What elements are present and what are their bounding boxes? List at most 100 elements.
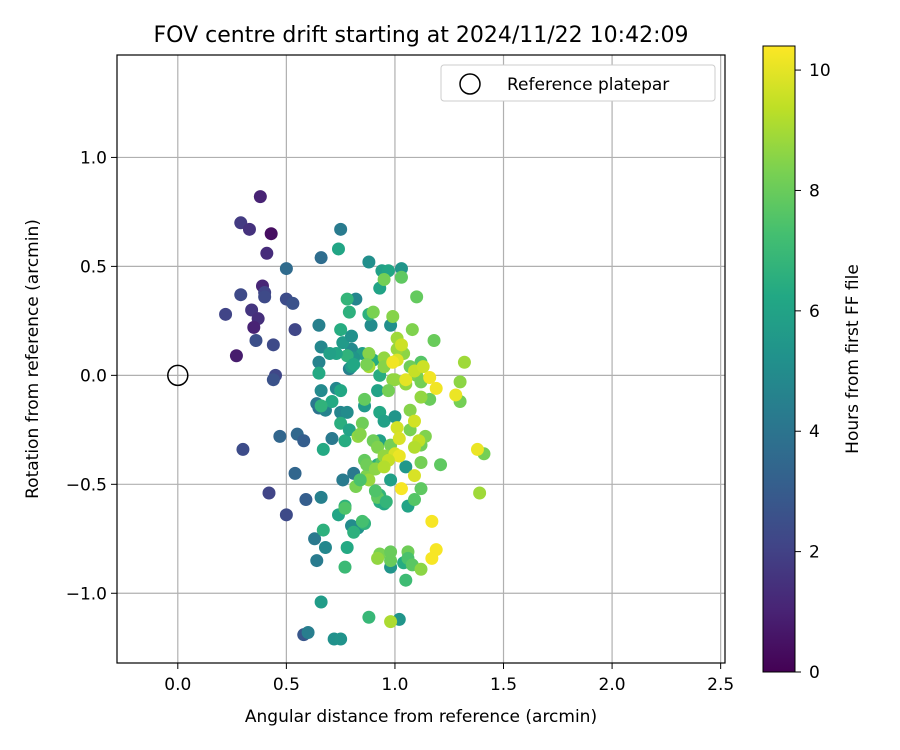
- data-point: [360, 357, 374, 371]
- data-point: [358, 392, 372, 406]
- data-point: [325, 394, 339, 408]
- x-tick-label: 1.0: [381, 675, 408, 695]
- data-point: [247, 320, 261, 334]
- y-axis-ticks: −1.0 −0.5 0.0 0.5 1.0: [66, 148, 117, 604]
- data-point: [219, 307, 233, 321]
- colorbar-tick-label: 4: [809, 422, 820, 442]
- data-point: [262, 486, 276, 500]
- data-point: [340, 541, 354, 555]
- data-point: [399, 460, 413, 474]
- data-point: [362, 255, 376, 269]
- data-point: [338, 501, 352, 515]
- data-point: [384, 473, 398, 487]
- data-point: [253, 190, 267, 204]
- data-point: [416, 360, 430, 374]
- y-tick-label: 1.0: [80, 148, 107, 168]
- data-point: [334, 632, 348, 646]
- data-point: [453, 375, 467, 389]
- data-point: [355, 514, 369, 528]
- data-point: [338, 560, 352, 574]
- legend-box: [440, 64, 716, 102]
- data-point: [429, 381, 443, 395]
- colorbar-ticks: 0 2 4 6 8 10: [795, 61, 831, 683]
- data-point: [414, 390, 428, 404]
- data-point: [392, 432, 406, 446]
- data-point: [371, 551, 385, 565]
- y-tick-label: 0.5: [80, 257, 107, 277]
- data-point: [345, 329, 359, 343]
- data-point: [340, 292, 354, 306]
- data-point: [249, 333, 263, 347]
- x-tick-label: 0.5: [273, 675, 300, 695]
- data-point: [264, 227, 278, 241]
- data-point: [457, 355, 471, 369]
- reference-layer: [167, 364, 189, 387]
- data-point: [371, 384, 385, 398]
- data-point: [377, 272, 391, 286]
- x-axis-ticks: 0.0 0.5 1.0 1.5 2.0 2.5: [164, 663, 734, 695]
- data-point: [297, 434, 311, 448]
- data-point: [314, 384, 328, 398]
- data-point: [323, 347, 337, 361]
- colorbar: [762, 45, 796, 673]
- data-point: [310, 554, 324, 568]
- x-tick-label: 1.5: [490, 675, 517, 695]
- data-point: [312, 355, 326, 369]
- data-point: [414, 456, 428, 470]
- data-point: [312, 366, 326, 380]
- data-point: [318, 541, 332, 555]
- data-point: [379, 495, 393, 509]
- y-tick-label: −1.0: [66, 584, 107, 604]
- data-point: [258, 290, 272, 304]
- data-point: [384, 615, 398, 629]
- data-point: [394, 270, 408, 284]
- legend-marker-reference: [459, 73, 481, 95]
- legend: Reference platepar: [440, 64, 716, 102]
- data-point: [414, 562, 428, 576]
- data-point: [229, 349, 243, 363]
- data-point: [366, 305, 380, 319]
- data-point: [340, 405, 354, 419]
- y-axis-label: Rotation from reference (arcmin): [23, 219, 43, 499]
- data-point: [377, 414, 391, 428]
- data-point: [336, 473, 350, 487]
- colorbar-tick-label: 0: [809, 663, 820, 683]
- colorbar-tick-label: 6: [809, 302, 820, 322]
- data-point: [312, 318, 326, 332]
- data-point: [405, 323, 419, 337]
- data-point: [388, 373, 402, 387]
- data-point: [449, 388, 463, 402]
- colorbar-tick-label: 8: [809, 181, 820, 201]
- data-point: [368, 484, 382, 498]
- data-point: [425, 551, 439, 565]
- data-point: [377, 460, 391, 474]
- data-point: [355, 416, 369, 430]
- data-point: [288, 323, 302, 337]
- data-point: [425, 514, 439, 528]
- data-point: [407, 493, 421, 507]
- reference-marker: [167, 364, 189, 387]
- data-point: [470, 442, 484, 456]
- data-point: [314, 399, 328, 413]
- data-point: [314, 595, 328, 609]
- data-point: [353, 473, 367, 487]
- data-point: [314, 490, 328, 504]
- data-point: [242, 222, 256, 236]
- data-point: [384, 554, 398, 568]
- data-point: [273, 429, 287, 443]
- y-tick-label: −0.5: [66, 475, 107, 495]
- data-point: [338, 434, 352, 448]
- data-point: [266, 373, 280, 387]
- legend-label-reference: Reference platepar: [507, 75, 669, 95]
- data-point: [407, 440, 421, 454]
- data-point: [316, 442, 330, 456]
- data-point: [279, 262, 293, 276]
- data-point: [353, 427, 367, 441]
- data-point: [342, 305, 356, 319]
- data-point: [407, 469, 421, 483]
- data-point: [299, 493, 313, 507]
- data-point: [388, 410, 402, 424]
- data-point: [260, 246, 274, 260]
- data-point: [364, 318, 378, 332]
